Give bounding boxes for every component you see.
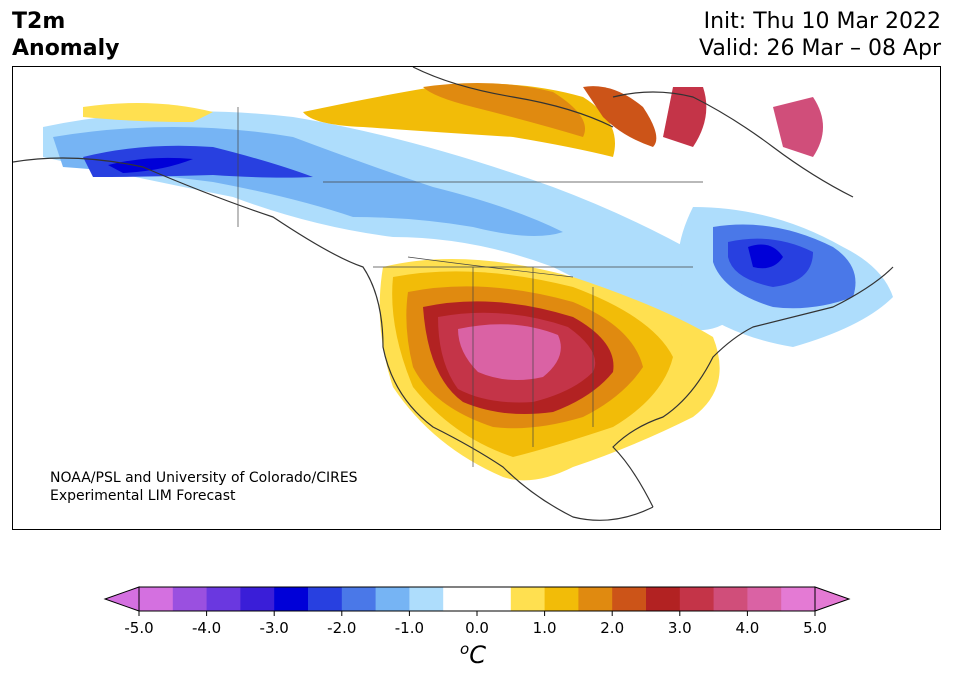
colorbar-segment: [308, 587, 343, 611]
colorbar-segment: [240, 587, 275, 611]
colorbar-tick-label: -3.0: [260, 619, 289, 637]
colorbar-segment: [713, 587, 748, 611]
colorbar-graphic: -5.0 -4.0 -3.0 -2.0 -1.0 0.0 1.0 2.0 3.0 4.0 5.0: [103, 586, 851, 637]
map-title: T2m Anomaly: [12, 8, 119, 62]
title-line-1: T2m: [12, 9, 66, 34]
colorbar-segment: [781, 587, 816, 611]
warm-north-band: [83, 103, 213, 122]
valid-date: Valid: 26 Mar – 08 Apr: [699, 36, 941, 61]
warm-greenland-core: [663, 87, 707, 147]
colorbar-tick-label: 0.0: [465, 619, 489, 637]
colorbar-segment: [274, 587, 309, 611]
colorbar-tick-label: 4.0: [735, 619, 759, 637]
cold-east-deep: [748, 244, 783, 269]
cold-band-core: [108, 157, 193, 173]
colorbar-tick-label: 2.0: [600, 619, 624, 637]
political-borders: [237, 107, 703, 467]
warm-greenland-east: [773, 97, 823, 157]
coastlines: [13, 67, 894, 521]
colorbar-segment: [679, 587, 715, 611]
colorbar-over-arrow: [814, 586, 851, 612]
anomaly-map: [13, 67, 894, 521]
colorbar-segment: [477, 587, 512, 611]
colorbar-tick-label: -1.0: [395, 619, 424, 637]
credit-line-1: NOAA/PSL and University of Colorado/CIRE…: [50, 470, 358, 486]
colorbar-tick-label: -2.0: [327, 619, 356, 637]
colorbar-tick-label: 5.0: [803, 619, 827, 637]
colorbar-segment: [375, 587, 410, 611]
colorbar-under-arrow: [103, 586, 140, 612]
colorbar-segment: [544, 587, 579, 611]
warm-sw-pink: [458, 324, 561, 381]
colorbar-segment: [578, 587, 613, 611]
colorbar-segment: [341, 587, 377, 611]
colorbar-segment: [206, 587, 241, 611]
warm-north-dark: [423, 83, 585, 137]
colorbar-segment: [172, 587, 208, 611]
colorbar-segment: [510, 587, 546, 611]
warm-greenland: [583, 86, 657, 147]
colorbar-segment: [443, 587, 478, 611]
colorbar-segment: [747, 587, 782, 611]
credit-text: NOAA/PSL and University of Colorado/CIRE…: [50, 469, 358, 505]
map-panel: NOAA/PSL and University of Colorado/CIRE…: [12, 66, 941, 530]
colorbar-segment: [646, 587, 681, 611]
unit-label: oC: [460, 640, 486, 669]
colorbar-segment: [612, 587, 647, 611]
colorbar-tick-label: -4.0: [192, 619, 221, 637]
unit-prefix: o: [460, 640, 470, 658]
colorbar: -5.0 -4.0 -3.0 -2.0 -1.0 0.0 1.0 2.0 3.0 4.0 5.0: [0, 580, 953, 680]
colorbar-segment: [409, 587, 444, 611]
date-info: Init: Thu 10 Mar 2022 Valid: 26 Mar – 08…: [699, 8, 941, 62]
colorbar-tick-label: -5.0: [124, 619, 153, 637]
colorbar-segment: [139, 587, 174, 611]
unit-symbol: C: [469, 641, 486, 669]
init-date: Init: Thu 10 Mar 2022: [703, 9, 941, 34]
colorbar-tick-label: 3.0: [668, 619, 692, 637]
title-line-2: Anomaly: [12, 36, 120, 61]
credit-line-2: Experimental LIM Forecast: [50, 488, 236, 504]
colorbar-tick-label: 1.0: [533, 619, 557, 637]
